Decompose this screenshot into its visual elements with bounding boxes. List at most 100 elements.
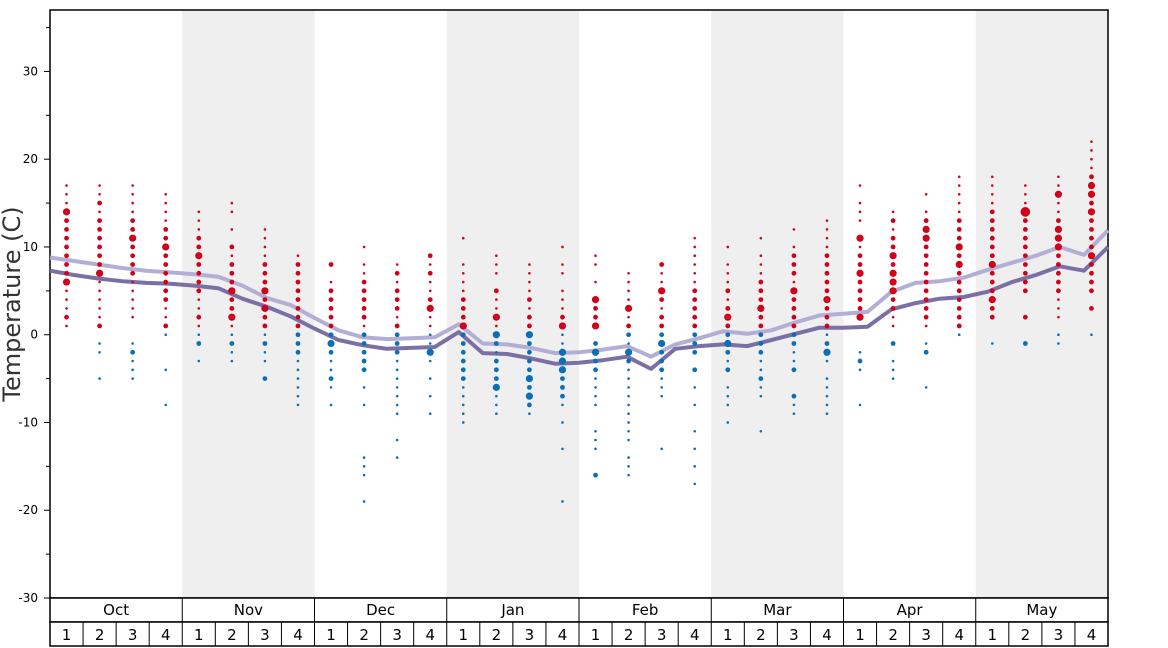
warm-observation-dot [461,271,465,275]
warm-observation-dot [131,307,134,310]
warm-observation-dot [98,184,101,187]
warm-observation-dot [229,297,235,303]
warm-observation-dot [857,305,863,311]
warm-observation-dot [824,279,830,285]
warm-observation-dot [759,271,763,275]
warm-observation-dot [891,315,895,319]
warm-observation-dot [164,210,168,214]
warm-observation-dot [1089,235,1094,241]
warm-observation-dot [1024,184,1027,187]
warm-observation-dot [163,323,169,329]
y-tick-label: 10 [23,240,38,254]
warm-observation-dot [163,262,169,267]
warm-observation-dot [790,287,798,295]
warm-observation-dot [759,263,763,266]
warm-observation-dot [890,297,896,303]
warm-observation-dot [65,307,68,310]
warm-observation-dot [495,263,498,266]
warm-observation-dot [558,322,567,330]
warm-observation-dot [857,253,863,259]
cold-observation-dot [658,339,666,348]
warm-observation-dot [659,314,665,320]
warm-observation-dot [130,227,136,232]
warm-observation-dot [923,270,929,276]
cold-observation-dot [823,348,831,356]
warm-observation-dot [891,228,895,231]
warm-observation-dot [261,287,269,295]
average-low-line [49,245,1110,371]
cold-observation-dot [362,500,366,503]
cold-observation-dot [627,429,630,433]
cold-observation-dot [493,341,499,346]
cold-observation-dot [527,358,532,364]
warm-observation-dot [229,262,235,267]
week-label: 4 [161,626,171,644]
week-label: 3 [525,626,535,644]
warm-observation-dot [989,305,995,311]
warm-observation-dot [328,314,334,320]
cold-observation-dot [825,386,829,389]
warm-observation-dot [627,315,630,319]
y-tick-label: 30 [23,64,38,78]
cold-observation-dot [791,332,797,338]
warm-observation-dot [561,271,564,275]
warm-observation-dot [890,262,896,267]
cold-observation-dot [394,341,400,346]
warm-observation-dot [824,270,830,276]
cold-observation-dot [1090,333,1093,337]
cold-observation-dot [131,368,134,372]
cold-observation-dot [493,376,499,381]
warm-observation-dot [229,279,235,285]
warm-observation-dot [65,184,68,187]
month-band-shade [711,10,844,598]
warm-observation-dot [1087,190,1096,198]
warm-observation-dot [791,253,797,259]
cold-observation-dot [693,447,697,451]
warm-observation-dot [97,253,102,259]
warm-observation-dot [428,289,432,293]
cold-observation-dot [560,376,565,381]
cold-observation-dot [561,500,564,503]
warm-observation-dot [858,184,862,187]
warm-observation-dot [757,304,765,312]
cold-observation-dot [1022,341,1028,346]
warm-observation-dot [361,314,367,320]
cold-observation-dot [164,368,168,372]
warm-observation-dot [1057,298,1060,301]
warm-observation-dot [726,280,730,284]
cold-observation-dot [825,412,829,416]
warm-observation-dot [262,262,268,267]
cold-observation-dot [461,386,465,389]
warm-observation-dot [98,307,101,310]
cold-observation-dot [891,377,895,380]
warm-observation-dot [196,262,202,267]
warm-observation-dot [792,245,796,249]
warm-observation-dot [957,192,961,196]
warm-observation-dot [196,288,202,294]
cold-observation-dot [725,332,731,338]
warm-observation-dot [824,253,830,259]
warm-observation-dot [230,228,234,231]
warm-observation-dot [923,314,929,320]
warm-observation-dot [263,245,267,249]
cold-observation-dot [594,377,597,380]
warm-observation-dot [956,270,962,276]
average-high-line [49,228,1110,359]
warm-observation-dot [131,280,134,284]
cold-observation-dot [426,348,434,356]
cold-observation-dot [725,367,731,373]
warm-observation-dot [825,219,829,222]
cold-observation-dot [495,350,498,354]
warm-observation-dot [395,263,399,266]
cold-observation-dot [693,465,697,468]
warm-observation-dot [263,228,267,231]
week-label: 1 [459,626,469,644]
warm-observation-dot [362,271,366,275]
warm-observation-dot [858,210,862,214]
warm-observation-dot [627,298,630,301]
warm-observation-dot [64,314,69,320]
warm-observation-dot [62,208,71,216]
week-label: 3 [657,626,667,644]
warm-observation-dot [1024,201,1027,205]
warm-observation-dot [65,324,68,328]
